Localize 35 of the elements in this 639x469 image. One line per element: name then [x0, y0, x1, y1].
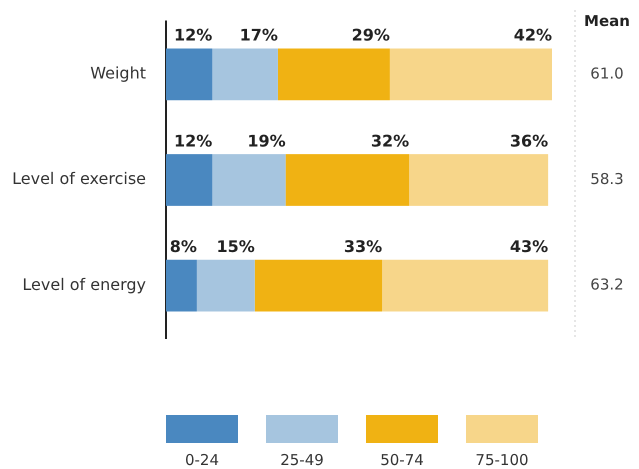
data-label: 12%	[174, 131, 212, 150]
y-tick-label: Weight	[90, 64, 146, 83]
data-label: 33%	[344, 236, 382, 256]
legend-label: 50-74	[379, 451, 425, 469]
bar	[196, 260, 255, 312]
data-label: 12%	[174, 26, 212, 45]
legend-label: 25-49	[279, 451, 325, 469]
data-label: 42%	[514, 26, 552, 45]
data-label: 32%	[370, 131, 410, 150]
bar	[286, 154, 410, 206]
legend-label: 75-100	[474, 451, 530, 469]
data-label: 29%	[352, 26, 390, 45]
bar	[254, 260, 382, 312]
text: 63.2	[590, 275, 624, 294]
bar	[166, 260, 197, 312]
legend-label: 0-24	[184, 451, 220, 469]
data-label: 19%	[247, 131, 286, 150]
text: 58.3	[590, 170, 624, 188]
data-label: 8%	[170, 236, 197, 256]
y-tick-label: Level of exercise	[12, 169, 146, 188]
data-label: 36%	[510, 131, 548, 150]
bar	[278, 48, 390, 100]
data-label: 17%	[240, 26, 278, 45]
bar	[409, 154, 548, 206]
bar	[212, 48, 278, 100]
text: 61.0	[590, 64, 624, 82]
bar	[382, 260, 548, 312]
bar	[166, 154, 212, 206]
text: Mean	[584, 12, 630, 30]
y-tick-label: Level of energy	[22, 274, 146, 294]
bar	[212, 154, 286, 206]
data-label: 43%	[510, 236, 548, 256]
bar	[166, 48, 212, 100]
bar	[390, 48, 552, 100]
data-label: 15%	[216, 236, 255, 256]
